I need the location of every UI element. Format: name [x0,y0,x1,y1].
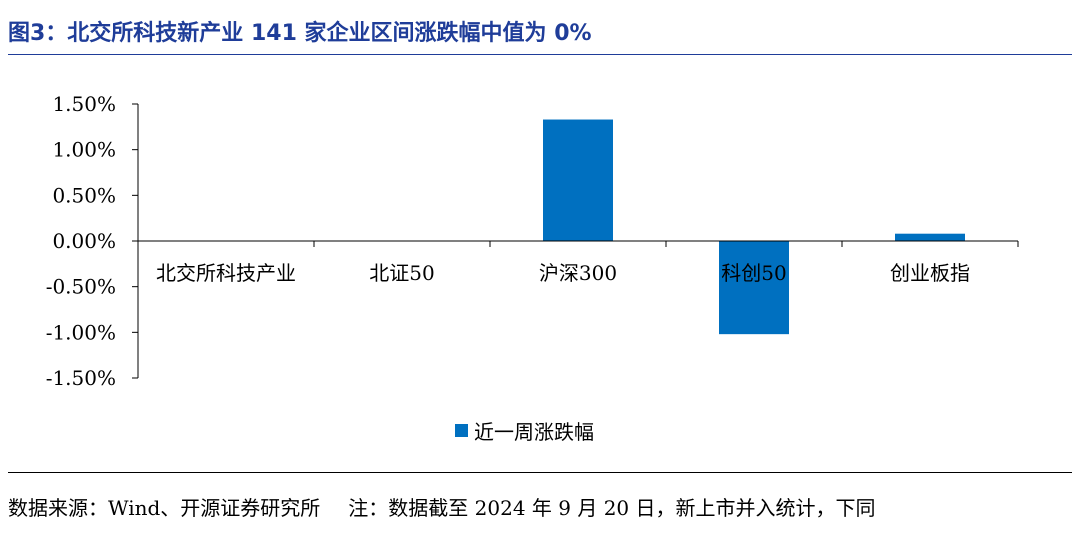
bar [895,233,965,241]
y-tick-label: -0.50% [46,275,116,299]
y-tick-label: -1.00% [46,320,116,344]
legend: 近一周涨跌幅 [455,418,594,444]
y-tick-label: 1.50% [52,92,116,116]
bars-group [543,119,965,335]
y-tick-label: 0.50% [52,183,116,207]
source-text: 数据来源：Wind、开源证券研究所 [8,496,321,520]
title-divider [8,54,1072,55]
legend-swatch [455,423,468,437]
bar-chart: 1.50% 1.00% 0.50% 0.00% -0.50% -1.00% -1.50% 北… [46,92,1019,390]
legend-label: 近一周涨跌幅 [474,419,594,444]
source-note: 数据来源：Wind、开源证券研究所 注：数据截至 2024 年 9 月 20 日，… [8,492,876,521]
date-note: 注：数据截至 2024 年 9 月 20 日，新上市并入统计，下同 [348,496,876,520]
footer-divider [8,472,1072,473]
y-tick-label: 0.00% [52,229,116,253]
x-tick-label: 创业板指 [890,261,970,285]
x-tick-label: 北交所科技产业 [156,261,296,285]
y-tick-label: 1.00% [52,138,116,162]
x-tick-label: 科创50 [721,261,786,285]
y-axis: 1.50% 1.00% 0.50% 0.00% -0.50% -1.00% -1.50% [46,92,139,390]
x-axis [137,240,1019,247]
chart-title: 图3：北交所科技新产业 141 家企业区间涨跌幅中值为 0% [8,21,592,46]
x-tick-label: 北证50 [369,261,434,285]
x-tick-labels: 北交所科技产业 北证50 沪深300 科创50 创业板指 [156,261,970,285]
bar [543,119,613,241]
x-tick-label: 沪深300 [539,261,617,285]
y-tick-label: -1.50% [46,366,116,390]
bar [719,241,789,335]
